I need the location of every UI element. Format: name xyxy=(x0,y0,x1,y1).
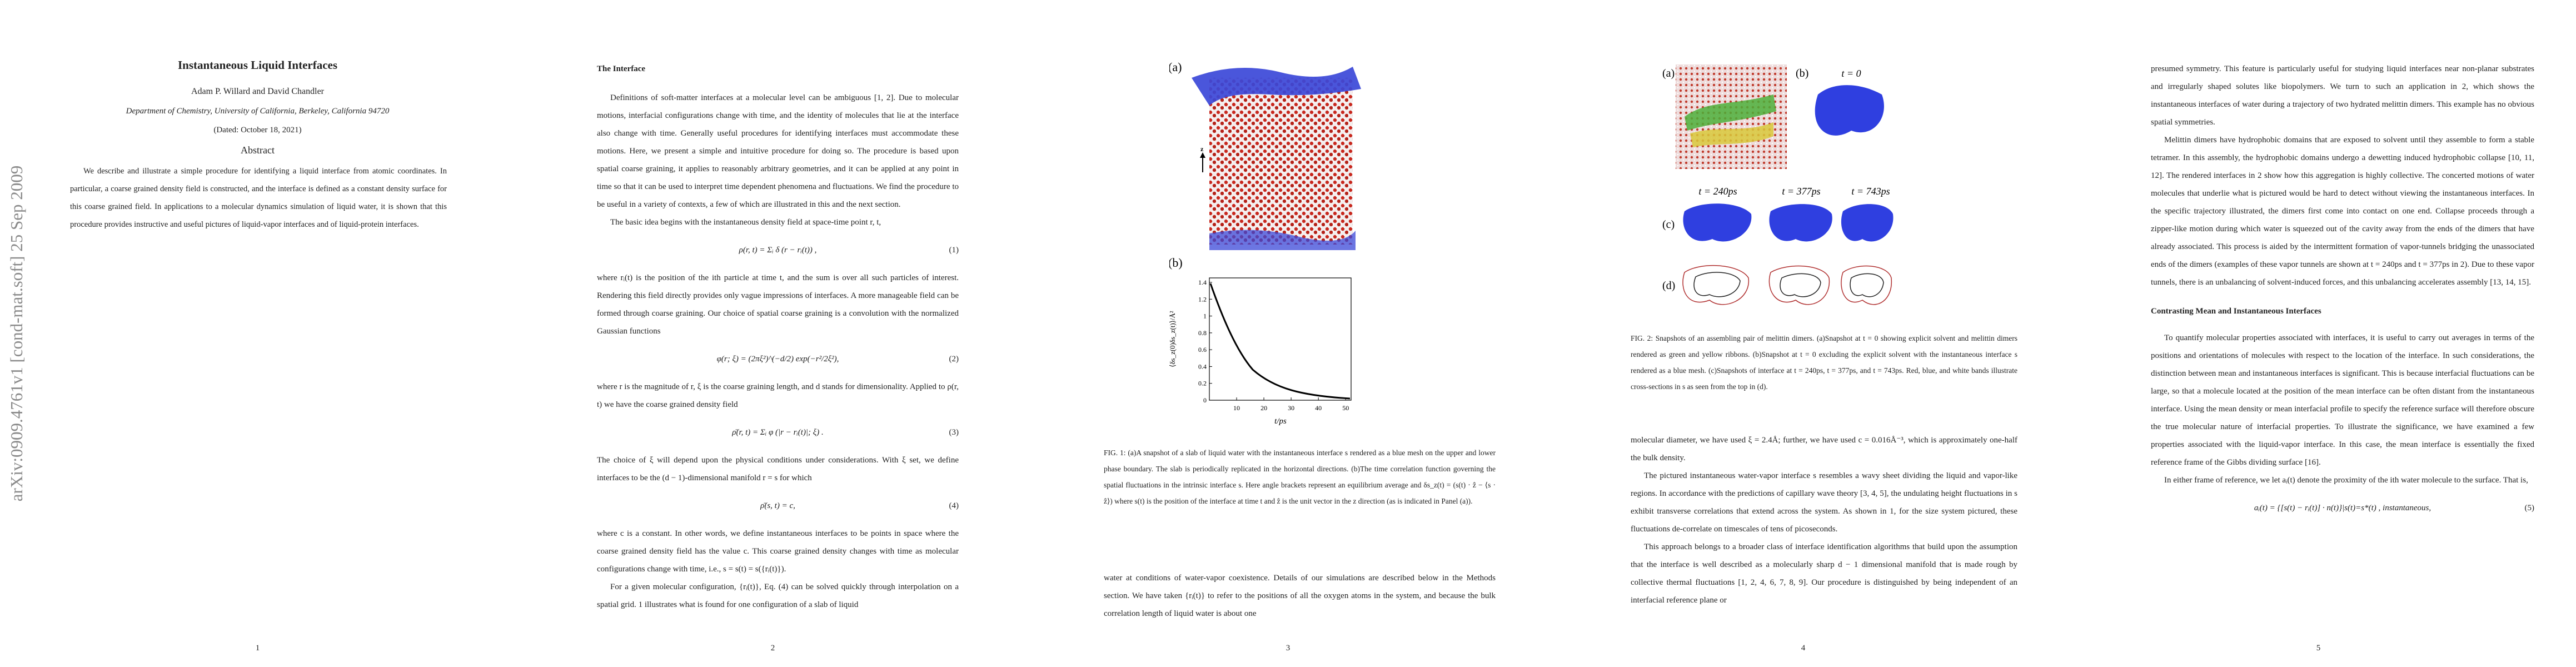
equation-expr: φ(r; ξ) = (2πξ²)^(−d/2) exp(−r²/2ξ²), xyxy=(716,355,839,364)
panel-label: (a) xyxy=(1662,67,1675,79)
equation: ρ̄(s, t) = c, (4) xyxy=(597,497,959,515)
paragraph: where r is the magnitude of r, ξ is the … xyxy=(597,382,959,409)
equation-expr: ρ̄(s, t) = c, xyxy=(760,501,795,510)
text-column: molecular diameter, we have used ξ = 2.4… xyxy=(1631,431,2017,609)
axis-z-label: z xyxy=(1200,145,1204,153)
x-axis-label: t/ps xyxy=(1274,417,1287,426)
equation: ρ̄(r, t) = Σᵢ φ (|r − rᵢ(t)|; ξ) . (3) xyxy=(597,424,959,441)
page-number: 1 xyxy=(255,644,260,653)
page: (a) (b) t = 0 (c) t = 240ps t = 377ps t … xyxy=(1546,0,2061,667)
page-number: 2 xyxy=(770,644,775,653)
equation-number: (1) xyxy=(949,246,959,255)
page: (a) z (b) ⟨δs_z(0)δs_z(t)⟩/Å² t/ps 0 0.2 0… xyxy=(1030,0,1546,667)
section-heading: The Interface xyxy=(597,64,646,73)
cross-sections xyxy=(1682,265,1892,305)
correlation-curve xyxy=(1209,283,1351,400)
page: The Interface Definitions of soft-matter… xyxy=(515,0,1030,667)
abstract-text: We describe and illustrate a simple proc… xyxy=(70,167,447,229)
figure-1: (a) z (b) ⟨δs_z(0)δs_z(t)⟩/Å² t/ps 00.20… xyxy=(1169,60,1361,426)
y-tick-label: 0.4 xyxy=(1198,362,1207,370)
paragraph: Melittin dimers have hydrophobic domains… xyxy=(2151,136,2534,287)
y-tick-label: 0.2 xyxy=(1198,380,1207,387)
water-slab xyxy=(1209,78,1353,245)
page: presumed symmetry. This feature is parti… xyxy=(2061,0,2576,667)
y-tick-label: 0.6 xyxy=(1198,346,1207,354)
paragraph: where rᵢ(t) is the position of the ith p… xyxy=(597,273,959,336)
interface-mesh-bottom xyxy=(1209,230,1356,250)
paragraph: molecular diameter, we have used ξ = 2.4… xyxy=(1631,436,2017,462)
equation-expr: ρ̄(r, t) = Σᵢ φ (|r − rᵢ(t)|; ξ) . xyxy=(732,428,824,437)
time-label: t = 0 xyxy=(1841,68,1861,79)
paragraph: This approach belongs to a broader class… xyxy=(1631,542,2017,605)
plot-frame xyxy=(1209,277,1352,401)
y-tick-label: 1 xyxy=(1203,312,1207,320)
figure-2: (a) (b) t = 0 (c) t = 240ps t = 377ps t … xyxy=(1662,64,1894,305)
interface-blob xyxy=(1815,85,1884,136)
equation-number: (2) xyxy=(949,355,959,364)
paragraph: The choice of ξ will depend upon the phy… xyxy=(597,456,959,482)
page-number: 4 xyxy=(1801,644,1806,653)
page-number: 5 xyxy=(2316,644,2321,653)
z-arrowhead xyxy=(1200,152,1205,158)
equation-number: (4) xyxy=(949,501,959,510)
equation-expr: aᵢ(t) = {[s(t) − rᵢ(t)] · n(t)}|s(t)=s*(… xyxy=(2254,504,2431,512)
y-tick-label: 0 xyxy=(1203,396,1207,404)
x-tick-label: 40 xyxy=(1315,404,1322,412)
y-axis-label: ⟨δs_z(0)δs_z(t)⟩/Å² xyxy=(1169,311,1177,367)
paragraph: presumed symmetry. This feature is parti… xyxy=(2151,64,2534,127)
paragraph: where c is a constant. In other words, w… xyxy=(597,529,959,574)
y-tick-label: 1.4 xyxy=(1198,278,1207,286)
paragraph: Definitions of soft-matter interfaces at… xyxy=(597,93,959,209)
page-number: 3 xyxy=(1285,644,1291,653)
equation-expr: ρ(r, t) = Σᵢ δ (r − rᵢ(t)) , xyxy=(739,246,817,255)
time-label: t = 743ps xyxy=(1851,186,1890,197)
interface-blob xyxy=(1769,204,1832,242)
paragraph: To quantify molecular properties associa… xyxy=(2151,334,2534,467)
tick-group: 0 0.2 0.4 0.6 0.8 1 1.2 1.4 10 20 30 40 50 xyxy=(1198,278,1349,412)
section-heading: Contrasting Mean and Instantaneous Inter… xyxy=(2151,307,2321,316)
panel-label: (b) xyxy=(1169,256,1183,270)
panel-label: (a) xyxy=(1169,60,1182,74)
interface-blob xyxy=(1841,204,1894,242)
authors: Adam P. Willard and David Chandler xyxy=(191,87,324,96)
title: Instantaneous Liquid Interfaces xyxy=(177,58,338,72)
panel-label: (c) xyxy=(1662,218,1675,231)
figure-caption: FIG. 1: (a)A snapshot of a slab of liqui… xyxy=(1104,449,1496,505)
x-tick-label: 20 xyxy=(1260,404,1267,412)
paragraph: In either frame of reference, we let aᵢ(… xyxy=(2164,476,2528,485)
figure-caption: FIG. 2: Snapshots of an assembling pair … xyxy=(1631,334,2017,391)
melittin-ribbon xyxy=(1685,94,1776,131)
interface-blob xyxy=(1683,203,1752,242)
paragraph: The pictured instantaneous water-vapor i… xyxy=(1631,471,2017,534)
text-column: water at conditions of water-vapor coexi… xyxy=(1104,569,1496,623)
abstract-heading: Abstract xyxy=(241,145,275,156)
interface-mesh-top xyxy=(1192,67,1361,106)
x-tick-label: 30 xyxy=(1288,404,1294,412)
page: arXiv:0909.4761v1 [cond-mat.soft] 25 Sep… xyxy=(0,0,515,667)
arxiv-label: arXiv:0909.4761v1 [cond-mat.soft] 25 Sep… xyxy=(7,165,26,502)
equation-number: (3) xyxy=(949,428,959,437)
equation: ρ(r, t) = Σᵢ δ (r − rᵢ(t)) , (1) xyxy=(597,241,959,259)
x-tick-label: 10 xyxy=(1233,404,1240,412)
text-column: The Interface Definitions of soft-matter… xyxy=(597,60,959,614)
x-tick-label: 50 xyxy=(1342,404,1349,412)
equation: aᵢ(t) = {[s(t) − rᵢ(t)] · n(t)}|s(t)=s*(… xyxy=(2151,499,2534,517)
equation-number: (5) xyxy=(2524,504,2535,512)
affiliation: Department of Chemistry, University of C… xyxy=(126,107,390,116)
text-column: presumed symmetry. This feature is parti… xyxy=(2151,60,2534,527)
equation: φ(r; ξ) = (2πξ²)^(−d/2) exp(−r²/2ξ²), (2) xyxy=(597,350,959,368)
time-label: t = 240ps xyxy=(1698,186,1737,197)
melittin-ribbon xyxy=(1690,122,1773,147)
abstract: We describe and illustrate a simple proc… xyxy=(70,162,447,233)
paragraph: The basic idea begins with the instantan… xyxy=(610,218,881,227)
paragraph: water at conditions of water-vapor coexi… xyxy=(1104,574,1496,618)
panel-label: (b) xyxy=(1796,67,1808,79)
paragraph: For a given molecular configuration, {rᵢ… xyxy=(597,583,959,609)
y-tick-label: 1.2 xyxy=(1198,295,1207,303)
dated: (Dated: October 18, 2021) xyxy=(213,126,302,135)
panel-label: (d) xyxy=(1662,280,1675,292)
y-tick-label: 0.8 xyxy=(1198,329,1207,337)
time-label: t = 377ps xyxy=(1782,186,1820,197)
